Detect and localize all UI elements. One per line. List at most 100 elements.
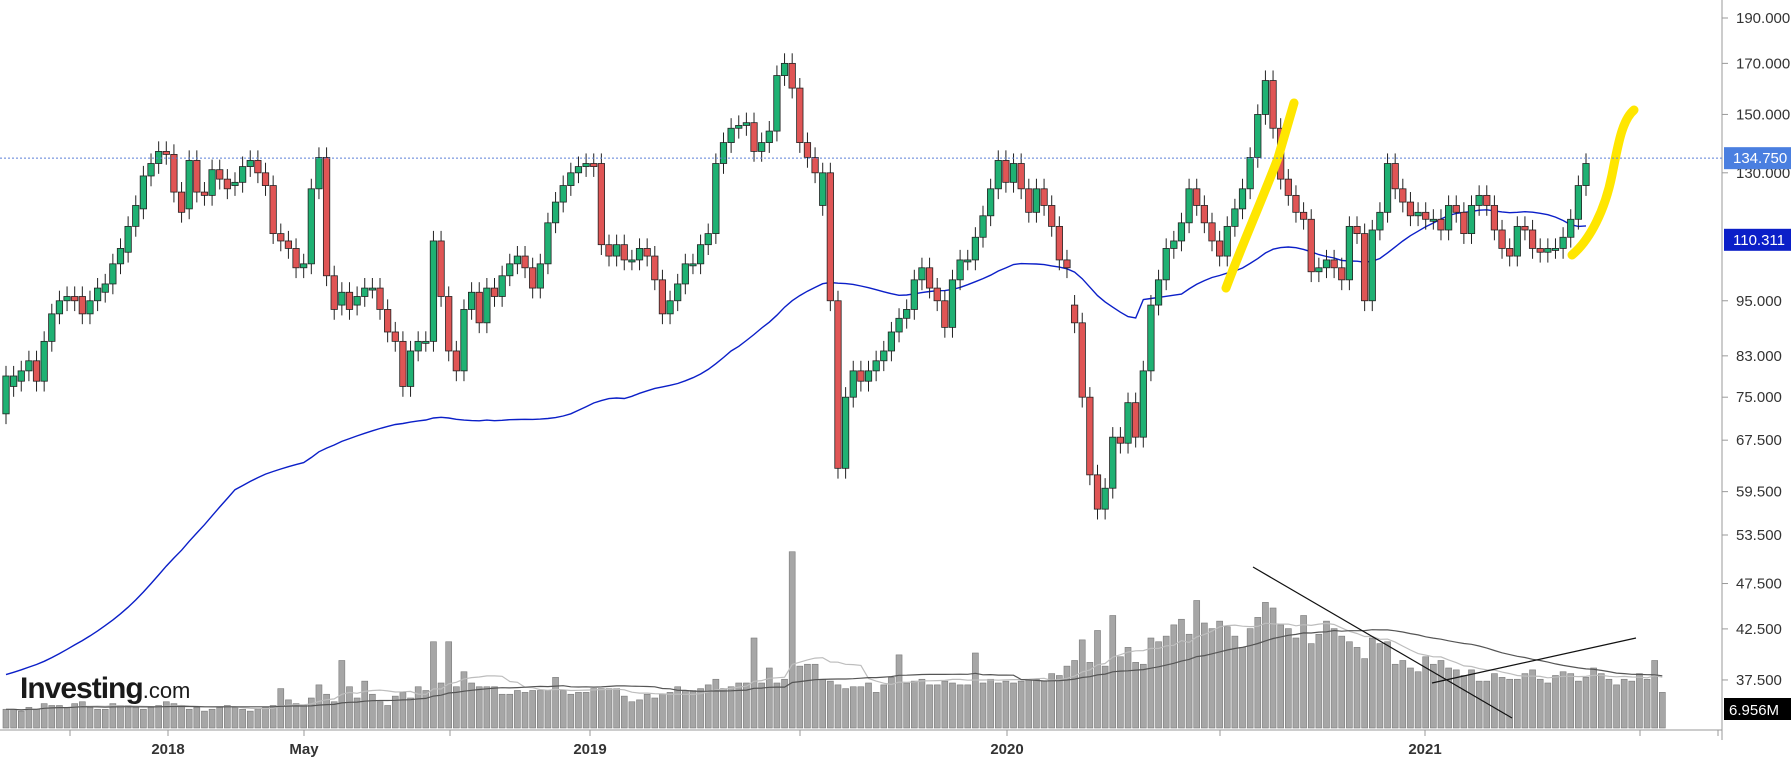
candlesticks — [2, 53, 1590, 520]
candle — [1269, 70, 1277, 139]
moving-average-line — [5, 209, 1587, 676]
candle — [1246, 147, 1254, 200]
volume-bar — [964, 684, 972, 729]
candle — [987, 178, 995, 227]
volume-bar — [384, 705, 391, 729]
volume-bar — [888, 677, 895, 729]
candle — [1338, 257, 1346, 291]
candle — [93, 278, 102, 312]
volume-bar — [1193, 600, 1201, 729]
candle — [613, 234, 621, 267]
candle — [498, 265, 506, 307]
volume-bar — [552, 677, 559, 729]
volume-bar — [422, 690, 430, 729]
candle — [658, 269, 667, 325]
volume-bar — [1575, 680, 1582, 729]
candle — [437, 230, 445, 307]
candle — [956, 249, 964, 291]
candle — [979, 205, 987, 248]
candle — [71, 286, 79, 312]
candle — [857, 360, 865, 392]
candle — [925, 257, 934, 299]
volume-bar — [468, 682, 475, 729]
volume-bar — [208, 708, 216, 729]
volume-bar — [1620, 678, 1628, 729]
volume-bar — [949, 682, 956, 729]
candle — [1109, 427, 1117, 499]
candle — [1002, 150, 1010, 193]
volume-average-line — [6, 629, 1663, 711]
y-tick-label: 170.000 — [1736, 55, 1790, 72]
volume-bar — [399, 692, 407, 729]
candle — [1383, 153, 1392, 223]
candle — [86, 290, 94, 325]
volume-bar — [1094, 630, 1101, 729]
candle — [582, 153, 590, 177]
volume-badge: 6.956M — [1724, 698, 1791, 720]
candle — [620, 234, 628, 271]
volume-bar — [33, 708, 40, 729]
volume-bar — [941, 680, 949, 729]
candle — [1322, 249, 1331, 279]
candle — [300, 253, 308, 279]
candle — [1330, 249, 1338, 279]
candle — [1261, 70, 1270, 125]
candle — [216, 159, 224, 190]
y-tick-label: 47.500 — [1736, 576, 1782, 593]
candle — [1361, 223, 1369, 312]
volume-bar — [491, 686, 498, 729]
candle — [193, 150, 201, 203]
volume-bar — [1162, 635, 1170, 729]
volume-bar — [1239, 647, 1246, 729]
volume-bar — [308, 697, 315, 729]
candle — [689, 253, 697, 275]
volume-bar — [1330, 628, 1338, 729]
candle — [1467, 195, 1476, 244]
volume-bar — [1491, 673, 1498, 729]
volume-bar — [620, 695, 628, 729]
volume-bar — [1246, 628, 1254, 729]
y-tick-label: 83.000 — [1736, 348, 1782, 365]
candle — [994, 150, 1002, 200]
candle — [872, 350, 880, 382]
candle — [1231, 198, 1239, 237]
volume-bar — [956, 684, 964, 729]
volume-bar — [353, 697, 361, 729]
candle — [910, 269, 918, 320]
y-tick-label: 37.500 — [1736, 672, 1782, 689]
volume-bar — [1506, 678, 1513, 729]
candle — [605, 234, 613, 267]
volume-bar — [689, 690, 697, 729]
volume-bar — [1139, 663, 1147, 729]
volume-bar — [1178, 618, 1185, 729]
volume-bar — [1201, 622, 1208, 729]
candle — [1521, 216, 1529, 241]
candle — [468, 282, 476, 320]
volume-bar — [1399, 660, 1407, 729]
volume-bar — [743, 682, 750, 729]
candle — [239, 156, 247, 193]
candle — [1055, 216, 1063, 271]
candle — [864, 360, 873, 392]
volume-bar — [1002, 680, 1010, 729]
candle — [1147, 295, 1155, 382]
candle — [1070, 295, 1079, 334]
volume-bar — [972, 652, 979, 729]
volume-bar — [1254, 617, 1262, 729]
volume-bar — [1536, 678, 1544, 729]
current-price-badge: 134.750 — [1724, 147, 1791, 170]
candle — [842, 387, 850, 479]
candle — [750, 112, 758, 162]
candle — [529, 257, 537, 299]
volume-bar — [1552, 675, 1559, 729]
candle — [551, 192, 560, 234]
candle — [1025, 178, 1033, 223]
candle — [1063, 249, 1071, 279]
volume-bar — [605, 688, 613, 729]
candle — [132, 195, 140, 237]
candle — [1490, 195, 1499, 241]
volume-bar — [1017, 680, 1025, 729]
candle — [429, 230, 438, 352]
candle — [765, 121, 773, 153]
